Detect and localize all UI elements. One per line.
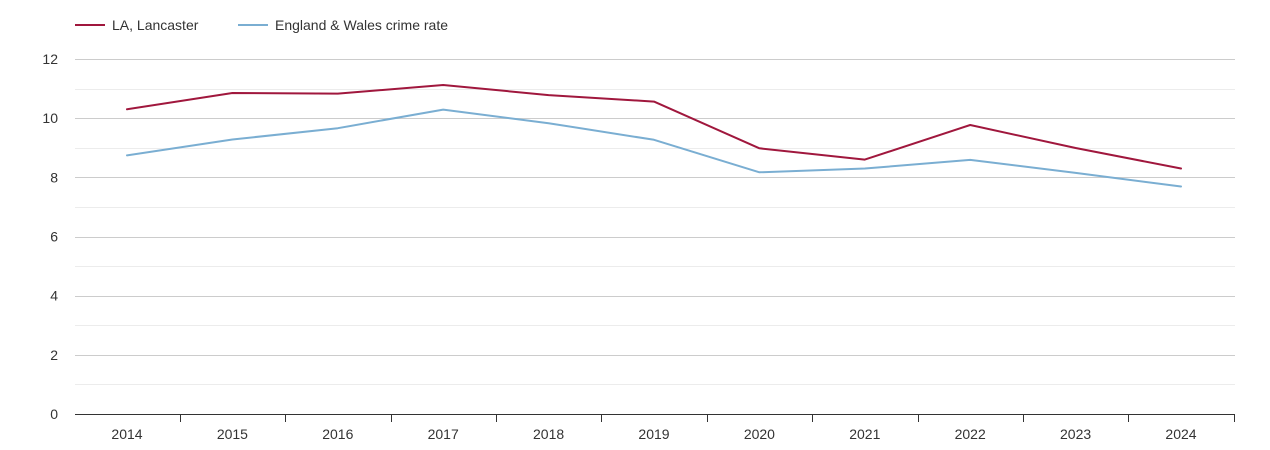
legend-label-england-wales: England & Wales crime rate <box>275 17 448 33</box>
series-line-lancaster[interactable] <box>126 84 1182 170</box>
x-tick-label: 2021 <box>849 426 880 442</box>
legend: LA, Lancaster England & Wales crime rate <box>75 17 448 33</box>
y-tick-label: 2 <box>50 347 58 363</box>
grid-lines <box>75 59 1235 385</box>
x-tick-label: 2020 <box>744 426 775 442</box>
y-tick-label: 8 <box>50 169 58 185</box>
y-tick-label: 10 <box>42 110 58 126</box>
x-tick-label: 2016 <box>322 426 353 442</box>
series-line-england-wales[interactable] <box>126 108 1182 188</box>
y-tick-label: 0 <box>50 406 58 422</box>
legend-label-lancaster: LA, Lancaster <box>112 17 199 33</box>
x-tick-label: 2023 <box>1060 426 1091 442</box>
y-tick-label: 4 <box>50 288 58 304</box>
series-lines <box>126 84 1182 188</box>
axes: 0 2 4 6 8 10 12 2014 2015 2016 2017 2018 2019 2020 202… <box>42 51 1235 442</box>
y-tick-label: 6 <box>50 229 58 245</box>
x-tick-label: 2019 <box>638 426 669 442</box>
legend-item-england-wales[interactable]: England & Wales crime rate <box>238 17 448 33</box>
x-tick-label: 2014 <box>111 426 142 442</box>
x-tick-label: 2018 <box>533 426 564 442</box>
y-tick-label: 12 <box>42 51 58 67</box>
x-tick-label: 2022 <box>955 426 986 442</box>
x-tick-label: 2015 <box>217 426 248 442</box>
x-tick-label: 2024 <box>1165 426 1196 442</box>
x-tick-label: 2017 <box>428 426 459 442</box>
legend-item-lancaster[interactable]: LA, Lancaster <box>75 17 199 33</box>
